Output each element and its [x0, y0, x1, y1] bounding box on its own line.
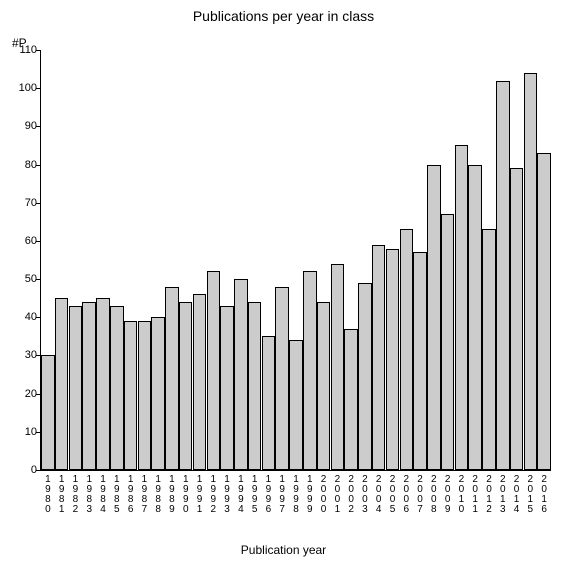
x-tick-label: 2016	[539, 475, 549, 515]
x-tick-label: 2008	[429, 475, 439, 515]
y-tick-label: 90	[11, 120, 37, 132]
x-tick-label: 2010	[456, 475, 466, 515]
bar	[82, 302, 96, 470]
bar	[331, 264, 345, 470]
x-tick-label: 1989	[167, 475, 177, 515]
y-tick-label: 20	[11, 388, 37, 400]
y-tick-mark	[36, 126, 41, 127]
y-tick-label: 80	[11, 159, 37, 171]
y-tick-mark	[36, 88, 41, 89]
x-tick-label: 2000	[319, 475, 329, 515]
bar	[234, 279, 248, 470]
y-tick-mark	[36, 317, 41, 318]
bar	[41, 355, 55, 470]
bar	[482, 229, 496, 470]
bar	[69, 306, 83, 470]
bar	[510, 168, 524, 470]
x-tick-label: 1980	[43, 475, 53, 515]
bar	[165, 287, 179, 470]
y-tick-label: 10	[11, 426, 37, 438]
bar	[179, 302, 193, 470]
x-tick-label: 1991	[195, 475, 205, 515]
x-tick-label: 1987	[139, 475, 149, 515]
bar	[372, 245, 386, 470]
x-axis-label: Publication year	[0, 543, 567, 557]
bar	[537, 153, 551, 470]
bar	[275, 287, 289, 470]
y-tick-mark	[36, 241, 41, 242]
x-tick-label: 2004	[374, 475, 384, 515]
x-tick-label: 1990	[181, 475, 191, 515]
bar	[55, 298, 69, 470]
x-tick-label: 1988	[153, 475, 163, 515]
x-tick-label: 1997	[277, 475, 287, 515]
bar	[344, 329, 358, 470]
y-tick-mark	[36, 203, 41, 204]
bar	[317, 302, 331, 470]
chart-container: Publications per year in class #P 010203…	[0, 0, 567, 567]
x-tick-label: 1981	[57, 475, 67, 515]
bar	[110, 306, 124, 470]
bar	[303, 271, 317, 470]
x-tick-label: 1994	[236, 475, 246, 515]
x-tick-label: 2006	[401, 475, 411, 515]
x-tick-label: 2005	[387, 475, 397, 515]
x-tick-label: 1985	[112, 475, 122, 515]
x-tick-label: 2014	[512, 475, 522, 515]
y-tick-label: 0	[11, 464, 37, 476]
bar	[427, 165, 441, 470]
bar	[289, 340, 303, 470]
y-tick-label: 60	[11, 235, 37, 247]
x-tick-label: 2007	[415, 475, 425, 515]
bar	[220, 306, 234, 470]
x-tick-label: 2003	[360, 475, 370, 515]
x-tick-label: 1993	[222, 475, 232, 515]
bar	[468, 165, 482, 470]
chart-title: Publications per year in class	[0, 8, 567, 24]
x-tick-label: 1986	[126, 475, 136, 515]
y-tick-label: 70	[11, 197, 37, 209]
bar	[138, 321, 152, 470]
bar	[400, 229, 414, 470]
bar	[262, 336, 276, 470]
x-tick-label: 1983	[84, 475, 94, 515]
y-tick-mark	[36, 50, 41, 51]
y-tick-mark	[36, 470, 41, 471]
x-tick-label: 2001	[332, 475, 342, 515]
y-tick-label: 40	[11, 311, 37, 323]
y-tick-label: 110	[11, 44, 37, 56]
bar	[413, 252, 427, 470]
bar	[358, 283, 372, 470]
x-tick-label: 2009	[443, 475, 453, 515]
y-tick-mark	[36, 279, 41, 280]
x-tick-label: 1992	[208, 475, 218, 515]
bar	[496, 81, 510, 470]
x-tick-label: 1999	[305, 475, 315, 515]
bar	[386, 249, 400, 470]
plot-area: 0102030405060708090100110198019811982198…	[40, 50, 551, 471]
x-tick-label: 2011	[470, 475, 480, 515]
y-tick-label: 30	[11, 349, 37, 361]
x-tick-label: 2012	[484, 475, 494, 515]
x-tick-label: 2002	[346, 475, 356, 515]
x-tick-label: 1996	[263, 475, 273, 515]
x-tick-label: 2015	[525, 475, 535, 515]
bar	[455, 145, 469, 470]
y-tick-mark	[36, 165, 41, 166]
bar	[124, 321, 138, 470]
y-tick-label: 50	[11, 273, 37, 285]
x-tick-label: 1982	[70, 475, 80, 515]
bar	[151, 317, 165, 470]
y-tick-label: 100	[11, 82, 37, 94]
bar	[248, 302, 262, 470]
bar	[524, 73, 538, 470]
x-tick-label: 1995	[250, 475, 260, 515]
x-tick-label: 1998	[291, 475, 301, 515]
bar	[193, 294, 207, 470]
bar	[207, 271, 221, 470]
bar	[441, 214, 455, 470]
x-tick-label: 2013	[498, 475, 508, 515]
x-tick-label: 1984	[98, 475, 108, 515]
bar	[96, 298, 110, 470]
